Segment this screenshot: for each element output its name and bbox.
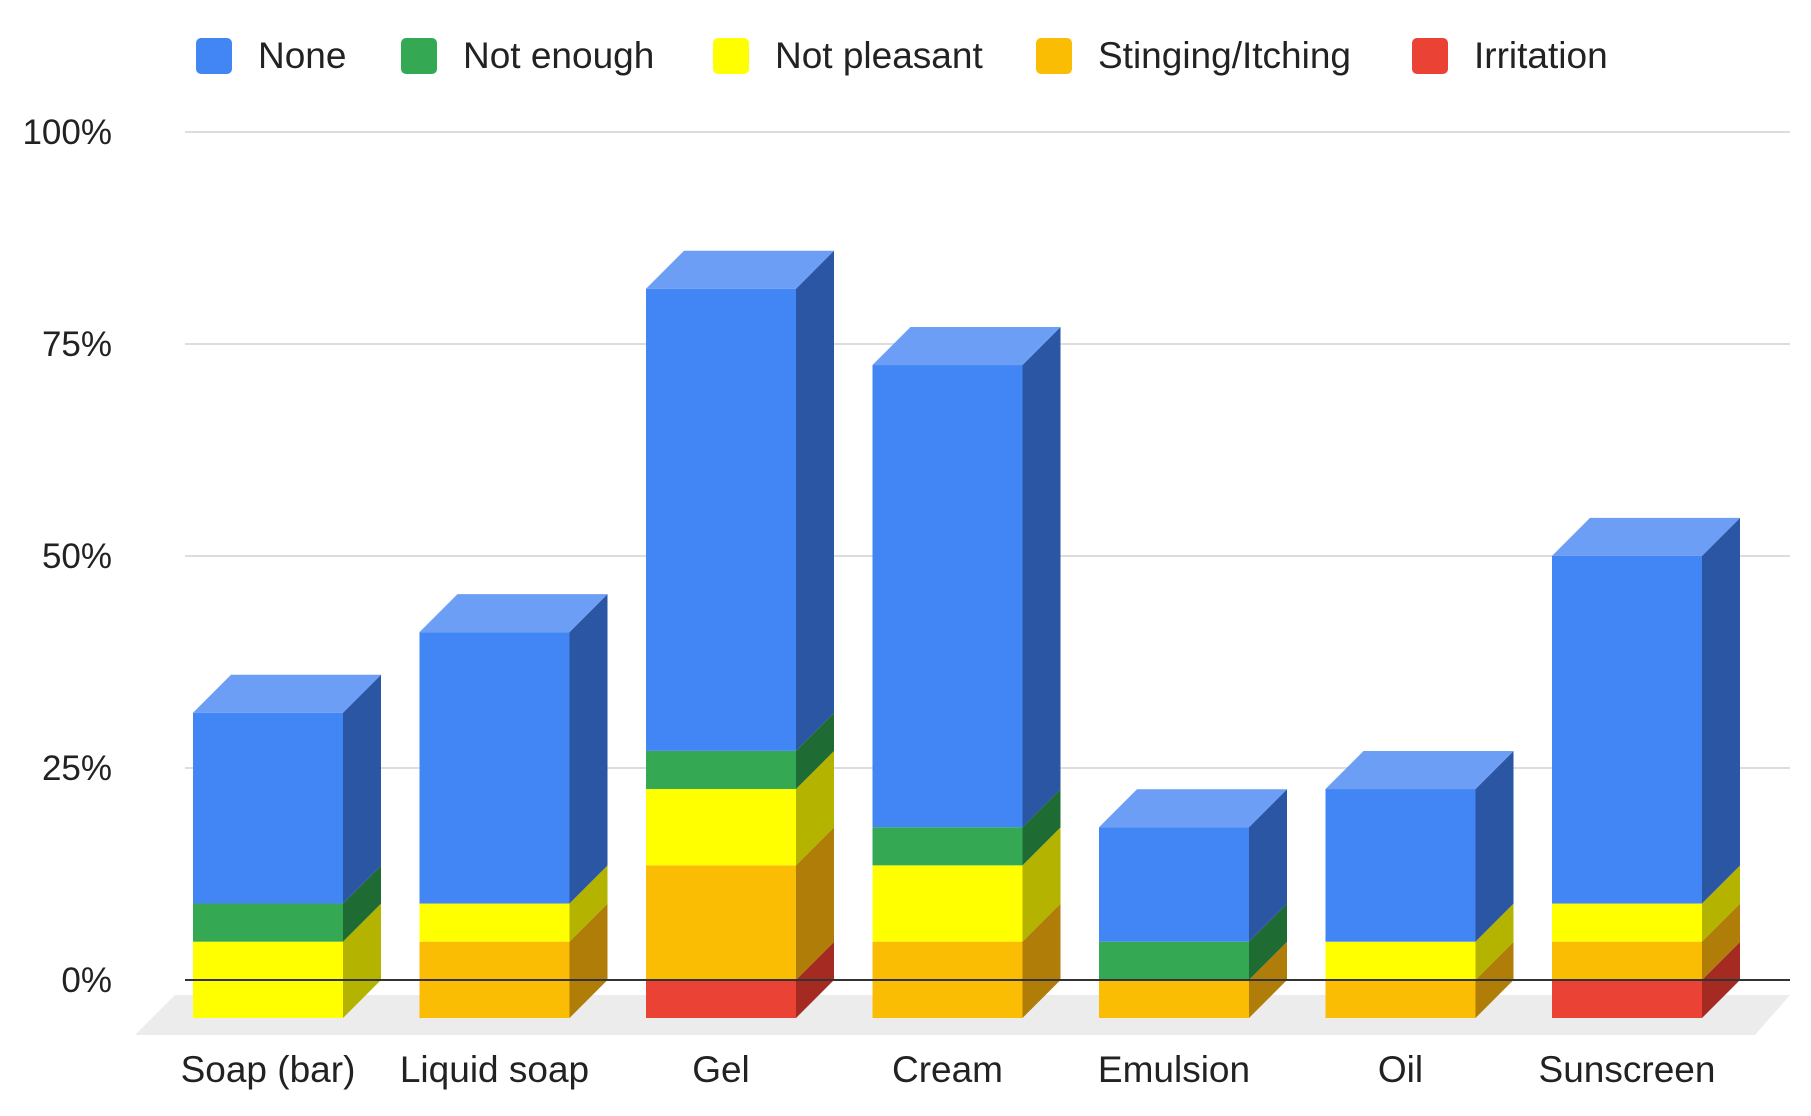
bar-stack [419,594,608,1018]
legend-label: None [258,35,346,76]
bar-top-face [419,594,608,633]
x-tick-label: Liquid soap [400,1049,589,1090]
bar-segment-front [646,750,796,790]
bar-top-face [1325,751,1514,790]
bar-segment-front [193,903,343,942]
bar-segment-side [1475,903,1514,980]
legend-swatch [1412,38,1448,74]
bar-segment-side [1249,789,1287,942]
bar-segment-side [569,903,608,1018]
bar-stack [193,674,381,1018]
y-tick-label: 25% [42,749,112,788]
x-tick-label: Soap (bar) [181,1049,356,1090]
bar-segment-side [569,865,608,942]
legend-label: Not pleasant [775,35,983,76]
bar-stack [1099,789,1287,1018]
bar-stack [646,250,834,1018]
legend-item: Stinging/Itching [1036,35,1351,76]
bar-segment-front [1325,789,1476,942]
bar-top-face [1099,789,1287,828]
y-tick-label: 75% [42,325,112,364]
bar-segment-front [1325,941,1476,980]
bar-segment-front [1099,941,1249,980]
bar-segment-side [1702,865,1740,942]
bar-segment-side [1022,827,1061,942]
bar-segment-front [872,365,1023,828]
bar-segment-front [646,789,796,866]
bar-segment-front [646,979,796,1018]
bar-top-face [872,327,1061,366]
bar-segment-front [1552,903,1702,942]
bar-segment-side [343,903,381,1018]
axis-group: 0% 25% 50% 75% 100% Soap (bar) Liquid soap Gel C… [22,113,1790,1090]
legend-item: Not pleasant [713,35,983,76]
bars-group [193,250,1740,1018]
y-tick-label: 100% [22,113,112,152]
bar-segment-side [343,674,381,904]
bar-top-face [1552,517,1740,556]
bar-segment-side [796,827,834,980]
bar-stack [1552,517,1740,1018]
bar-segment-side [1022,903,1061,1018]
bar-segment-front [872,827,1023,866]
legend-swatch [196,38,232,74]
bar-segment-side [796,712,834,790]
bar-segment-front [1325,979,1476,1018]
x-tick-label: Emulsion [1098,1049,1250,1090]
x-tick-label: Cream [892,1049,1003,1090]
legend-item: None [196,35,346,76]
legend-swatch [401,38,437,74]
bar-segment-front [646,865,796,980]
bar-segment-front [419,903,570,942]
bar-segment-front [1099,979,1249,1018]
bar-segment-side [1702,517,1740,904]
bar-segment-side [1022,327,1061,828]
bar-segment-side [796,250,834,751]
bar-segment-front [1552,979,1702,1018]
bar-top-face [193,674,381,713]
bar-top-face [646,250,834,289]
y-tick-label: 0% [61,961,112,1000]
bar-segment-front [1552,941,1702,980]
bar-segment-side [1022,789,1061,866]
bar-segment-side [1475,751,1514,942]
bar-segment-side [1249,903,1287,980]
bar-segment-side [569,594,608,904]
bar-segment-side [1702,903,1740,980]
x-tick-label: Gel [692,1049,750,1090]
bar-segment-front [1552,555,1702,904]
legend-label: Irritation [1474,35,1608,76]
x-tick-label: Oil [1378,1049,1423,1090]
bar-segment-front [1099,827,1249,942]
bar-segment-side [796,751,834,866]
legend: None Not enough Not pleasant Stinging/Itchi… [196,35,1608,76]
legend-item: Not enough [401,35,654,76]
bar-segment-front [872,865,1023,942]
bar-stack [1325,751,1514,1018]
bar-segment-front [646,288,796,751]
legend-label: Stinging/Itching [1098,35,1351,76]
bar-segment-front [419,632,570,904]
x-tick-label: Sunscreen [1539,1049,1716,1090]
y-tick-label: 50% [42,537,112,576]
legend-swatch [713,38,749,74]
bar-stack [872,327,1061,1018]
bar-segment-side [343,865,381,942]
legend-swatch [1036,38,1072,74]
legend-item: Irritation [1412,35,1608,76]
bar-segment-front [193,712,343,904]
legend-label: Not enough [463,35,654,76]
